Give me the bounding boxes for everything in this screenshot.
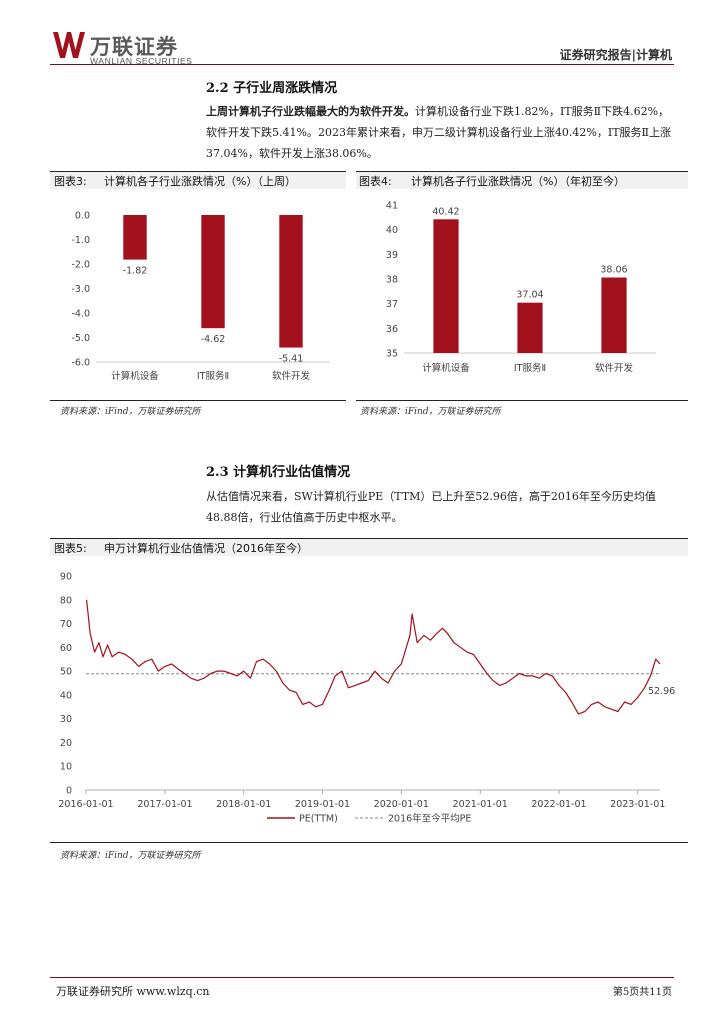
fig3-ytick: -1.0 xyxy=(71,235,90,246)
fig4-category-label: 软件开发 xyxy=(595,362,634,374)
fig5-ytick: 10 xyxy=(60,762,72,773)
fig5-ytick: 70 xyxy=(60,619,72,630)
fig5-ytick: 80 xyxy=(60,595,72,606)
fig4-chart: 41 40 39 38 37 36 35 40.42 计算机设备 37.04 IT服务Ⅱ 38.06 软… xyxy=(386,201,656,374)
fig4-bottom-rule xyxy=(356,400,688,401)
fig3-caption-bar xyxy=(50,171,346,189)
fig4-category-label: IT服务Ⅱ xyxy=(514,362,546,374)
fig5-ytick: 30 xyxy=(60,714,72,725)
section-2-3-title: 2.3 计算机行业估值情况 xyxy=(206,465,351,480)
section-2-2-body: 计算机设备行业下跌1.82%，IT服务Ⅱ下跌4.62%，软件开发下跌5.41%。… xyxy=(206,105,672,160)
section-2-3-paragraph: 从估值情况来看，SW计算机行业PE（TTM）已上升至52.96倍，高于2016年… xyxy=(206,490,656,524)
fig5-label: 图表5: xyxy=(54,542,87,555)
fig5-xtick: 2019-01-01 xyxy=(295,799,350,810)
fig4-caption-bar xyxy=(356,171,688,189)
page-number: 第5页共11页 xyxy=(612,987,672,998)
company-name-cn: 万联证券 xyxy=(90,35,178,59)
fig5-end-label: 52.96 xyxy=(648,686,675,697)
fig4-data-label: 37.04 xyxy=(516,290,543,301)
section-2-2-title: 2.2 子行业周涨跌情况 xyxy=(206,81,338,96)
fig4-ytick: 39 xyxy=(386,250,398,261)
company-name-en: WANLIAN SECURITIES xyxy=(90,56,193,66)
fig4-ytick: 37 xyxy=(386,299,398,310)
fig5-xtick: 2018-01-01 xyxy=(216,799,271,810)
fig4-bar xyxy=(517,302,543,353)
fig5-legend-pe: PE(TTM) xyxy=(299,814,338,825)
fig3-label: 图表3: xyxy=(54,175,87,188)
fig5-chart: 0 10 20 30 40 50 60 70 80 90 2016-01-01 2017-01-01 2… xyxy=(58,572,675,825)
fig3-ytick: -5.0 xyxy=(71,333,90,344)
fig5-xtick: 2020-01-01 xyxy=(374,799,429,810)
fig3-ytick: -4.0 xyxy=(71,309,90,320)
fig3-data-label: -5.41 xyxy=(279,354,304,365)
fig4-ytick: 36 xyxy=(386,324,398,335)
fig3-source: 资料来源：iFind，万联证券研究所 xyxy=(60,407,201,417)
fig3-ytick: -6.0 xyxy=(71,358,90,369)
fig5-ytick: 0 xyxy=(66,786,72,797)
fig4-label: 图表4: xyxy=(359,175,392,188)
fig3-data-label: -1.82 xyxy=(123,266,148,277)
fig5-xtick: 2021-01-01 xyxy=(453,799,508,810)
fig3-bar xyxy=(123,215,147,260)
fig4-category-label: 计算机设备 xyxy=(422,362,470,374)
fig5-source: 资料来源：iFind，万联证券研究所 xyxy=(60,851,201,861)
fig3-ytick: -3.0 xyxy=(71,284,90,295)
report-type: 证券研究报告|计算机 xyxy=(559,48,672,62)
fig5-title: 申万计算机行业估值情况（2016年至今） xyxy=(104,542,308,555)
fig3-ytick: -2.0 xyxy=(71,260,90,271)
wanlian-logo-icon xyxy=(53,32,85,58)
section-2-2-lead: 上周计算机子行业跌幅最大的为软件开发。 xyxy=(206,105,415,118)
footer-divider xyxy=(50,977,674,978)
fig5-ytick: 50 xyxy=(60,667,72,678)
fig5-ytick: 40 xyxy=(60,690,72,701)
header-divider xyxy=(50,64,674,65)
fig4-bar xyxy=(433,219,459,353)
fig4-ytick: 35 xyxy=(386,349,398,360)
fig5-ytick: 60 xyxy=(60,643,72,654)
fig5-ytick: 20 xyxy=(60,738,72,749)
fig5-xtick: 2022-01-01 xyxy=(531,799,586,810)
fig4-data-label: 40.42 xyxy=(432,206,459,217)
fig4-source: 资料来源：iFind，万联证券研究所 xyxy=(360,407,501,417)
fig3-category-label: IT服务Ⅱ xyxy=(197,370,229,382)
fig3-bar xyxy=(201,215,225,329)
fig4-ytick: 40 xyxy=(386,225,398,236)
footer-website: 万联证券研究所 www.wlzq.cn xyxy=(56,985,210,998)
fig5-pe-line xyxy=(86,599,661,715)
fig4-ytick: 41 xyxy=(386,201,398,212)
fig4-bar xyxy=(601,277,627,353)
fig3-data-label: -4.62 xyxy=(201,334,226,345)
section-2-2-paragraph: 上周计算机子行业跌幅最大的为软件开发。计算机设备行业下跌1.82%，IT服务Ⅱ下… xyxy=(206,101,676,164)
fig3-ytick: 0.0 xyxy=(75,211,90,222)
fig3-category-label: 计算机设备 xyxy=(111,370,159,382)
fig3-bottom-rule xyxy=(50,400,346,401)
fig4-data-label: 38.06 xyxy=(600,265,627,276)
fig3-title: 计算机各子行业涨跌情况（%）（上周） xyxy=(104,175,296,188)
fig5-legend-avg: 2016年至今平均PE xyxy=(388,813,471,825)
fig3-chart: 0.0 -1.0 -2.0 -3.0 -4.0 -5.0 -6.0 -1.82 计算机设备 -4.… xyxy=(71,211,330,382)
fig3-bar xyxy=(279,215,303,348)
fig3-category-label: 软件开发 xyxy=(272,370,311,382)
fig5-caption-bar xyxy=(50,538,688,556)
fig5-ytick: 90 xyxy=(60,572,72,583)
fig5-xtick: 2017-01-01 xyxy=(137,799,192,810)
fig4-ytick: 38 xyxy=(386,275,398,286)
fig5-bottom-rule xyxy=(50,842,688,843)
fig5-xtick: 2023-01-01 xyxy=(610,799,665,810)
fig4-title: 计算机各子行业涨跌情况（%）（年初至今） xyxy=(411,175,625,188)
fig5-xtick: 2016-01-01 xyxy=(58,799,113,810)
